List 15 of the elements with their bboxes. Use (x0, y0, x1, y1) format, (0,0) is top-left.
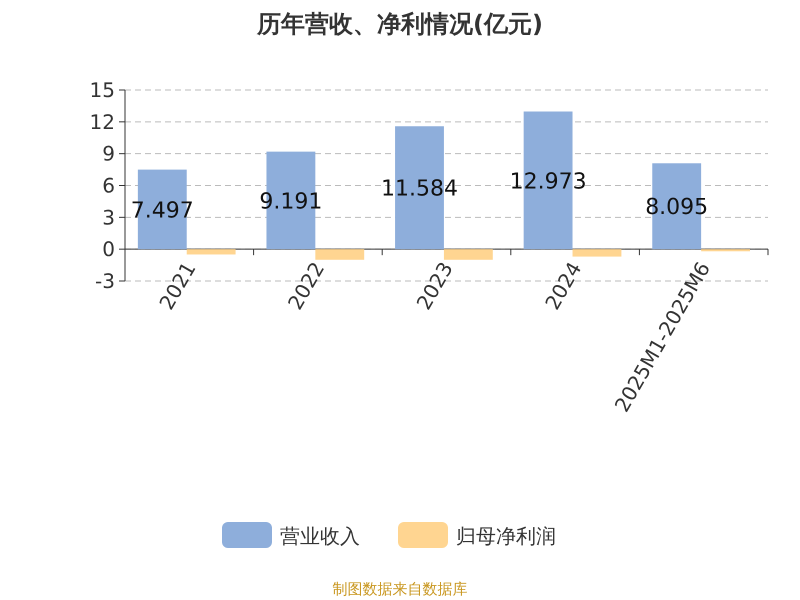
y-tick-label: -3 (95, 269, 115, 293)
bar (186, 249, 236, 254)
text: 制图数据来自数据库 (332, 580, 468, 598)
chart-title: 历年营收、净利情况(亿元) (256, 10, 543, 38)
y-tick-label: 9 (102, 142, 115, 166)
y-tick-label: 12 (90, 110, 115, 134)
bar (572, 249, 622, 257)
y-tick-label: 6 (102, 174, 115, 198)
y-tick-label: 3 (102, 205, 115, 230)
bar (315, 249, 364, 260)
bar (444, 249, 493, 260)
legend-label: 营业收入 (280, 524, 360, 548)
y-tick-label: 0 (102, 237, 115, 262)
y-tick-label: 15 (90, 78, 115, 102)
legend-label: 归母净利润 (456, 524, 556, 548)
